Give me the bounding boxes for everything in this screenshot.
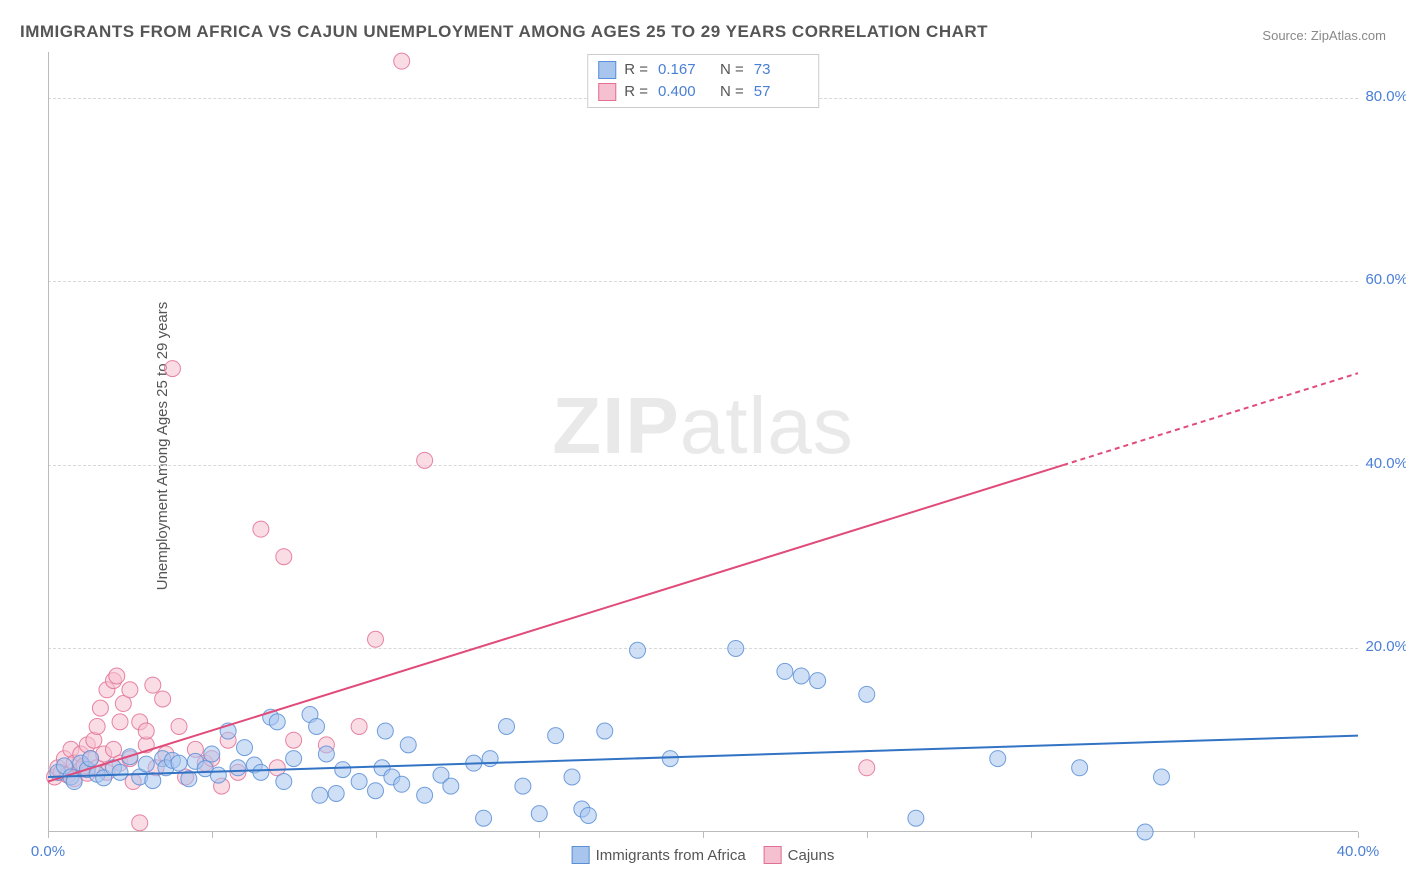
- cajuns-data-point[interactable]: [253, 521, 269, 537]
- africa-data-point[interactable]: [515, 778, 531, 794]
- africa-data-point[interactable]: [908, 810, 924, 826]
- cajuns-regression-line-dashed: [1063, 373, 1358, 465]
- africa-data-point[interactable]: [276, 774, 292, 790]
- cajuns-data-point[interactable]: [132, 815, 148, 831]
- cajuns-data-point[interactable]: [112, 714, 128, 730]
- cajuns-data-point[interactable]: [89, 718, 105, 734]
- africa-data-point[interactable]: [335, 762, 351, 778]
- cajuns-data-point[interactable]: [155, 691, 171, 707]
- x-tick: [1031, 832, 1032, 838]
- africa-data-point[interactable]: [531, 806, 547, 822]
- africa-data-point[interactable]: [204, 746, 220, 762]
- cajuns-data-point[interactable]: [145, 677, 161, 693]
- africa-data-point[interactable]: [351, 774, 367, 790]
- cajuns-data-point[interactable]: [92, 700, 108, 716]
- cajuns-data-point[interactable]: [171, 718, 187, 734]
- chart-title: IMMIGRANTS FROM AFRICA VS CAJUN UNEMPLOY…: [20, 22, 988, 42]
- africa-data-point[interactable]: [1072, 760, 1088, 776]
- africa-data-point[interactable]: [564, 769, 580, 785]
- africa-data-point[interactable]: [253, 764, 269, 780]
- legend-label-africa: Immigrants from Africa: [596, 847, 746, 864]
- africa-data-point[interactable]: [990, 751, 1006, 767]
- africa-data-point[interactable]: [328, 785, 344, 801]
- cajuns-data-point[interactable]: [351, 718, 367, 734]
- africa-data-point[interactable]: [286, 751, 302, 767]
- cajuns-data-point[interactable]: [286, 732, 302, 748]
- africa-data-point[interactable]: [443, 778, 459, 794]
- x-tick: [703, 832, 704, 838]
- africa-data-point[interactable]: [368, 783, 384, 799]
- africa-data-point[interactable]: [309, 718, 325, 734]
- cajuns-data-point[interactable]: [109, 668, 125, 684]
- africa-data-point[interactable]: [230, 760, 246, 776]
- legend-label-cajuns: Cajuns: [788, 847, 835, 864]
- legend-swatch-cajuns-bottom: [764, 846, 782, 864]
- africa-data-point[interactable]: [400, 737, 416, 753]
- x-tick: [867, 832, 868, 838]
- x-tick: [1358, 832, 1359, 838]
- x-tick-label: 40.0%: [1328, 843, 1388, 860]
- africa-data-point[interactable]: [318, 746, 334, 762]
- africa-data-point[interactable]: [1154, 769, 1170, 785]
- africa-data-point[interactable]: [83, 751, 99, 767]
- africa-data-point[interactable]: [793, 668, 809, 684]
- africa-data-point[interactable]: [145, 773, 161, 789]
- africa-data-point[interactable]: [662, 751, 678, 767]
- cajuns-data-point[interactable]: [417, 452, 433, 468]
- cajuns-data-point[interactable]: [394, 53, 410, 69]
- africa-data-point[interactable]: [237, 740, 253, 756]
- africa-data-point[interactable]: [312, 787, 328, 803]
- africa-data-point[interactable]: [138, 756, 154, 772]
- cajuns-data-point[interactable]: [368, 631, 384, 647]
- africa-data-point[interactable]: [777, 663, 793, 679]
- cajuns-data-point[interactable]: [859, 760, 875, 776]
- africa-data-point[interactable]: [269, 714, 285, 730]
- africa-data-point[interactable]: [499, 718, 515, 734]
- africa-data-point[interactable]: [597, 723, 613, 739]
- cajuns-data-point[interactable]: [122, 682, 138, 698]
- africa-data-point[interactable]: [112, 764, 128, 780]
- correlation-chart-container: IMMIGRANTS FROM AFRICA VS CAJUN UNEMPLOY…: [0, 0, 1406, 892]
- x-tick: [539, 832, 540, 838]
- africa-data-point[interactable]: [1137, 824, 1153, 840]
- source-attribution: Source: ZipAtlas.com: [1262, 28, 1386, 43]
- africa-data-point[interactable]: [210, 767, 226, 783]
- source-label: Source:: [1262, 28, 1307, 43]
- source-value[interactable]: ZipAtlas.com: [1311, 28, 1386, 43]
- scatter-plot-svg: [48, 52, 1358, 832]
- africa-data-point[interactable]: [630, 642, 646, 658]
- legend-item-cajuns[interactable]: Cajuns: [764, 846, 835, 864]
- africa-data-point[interactable]: [482, 751, 498, 767]
- x-tick-label: 0.0%: [18, 843, 78, 860]
- plot-area: ZIPatlas 20.0%40.0%60.0%80.0% 0.0%40.0% …: [48, 52, 1358, 832]
- africa-data-point[interactable]: [580, 807, 596, 823]
- cajuns-data-point[interactable]: [164, 361, 180, 377]
- x-tick: [48, 832, 49, 838]
- africa-data-point[interactable]: [728, 640, 744, 656]
- africa-data-point[interactable]: [810, 673, 826, 689]
- africa-data-point[interactable]: [548, 728, 564, 744]
- cajuns-data-point[interactable]: [276, 549, 292, 565]
- africa-data-point[interactable]: [377, 723, 393, 739]
- africa-data-point[interactable]: [417, 787, 433, 803]
- legend-item-africa[interactable]: Immigrants from Africa: [572, 846, 746, 864]
- cajuns-data-point[interactable]: [138, 723, 154, 739]
- x-tick: [376, 832, 377, 838]
- x-tick: [1194, 832, 1195, 838]
- africa-data-point[interactable]: [394, 776, 410, 792]
- legend-swatch-africa-bottom: [572, 846, 590, 864]
- series-legend: Immigrants from Africa Cajuns: [572, 846, 835, 864]
- x-tick: [212, 832, 213, 838]
- africa-data-point[interactable]: [171, 755, 187, 771]
- africa-data-point[interactable]: [859, 686, 875, 702]
- africa-data-point[interactable]: [476, 810, 492, 826]
